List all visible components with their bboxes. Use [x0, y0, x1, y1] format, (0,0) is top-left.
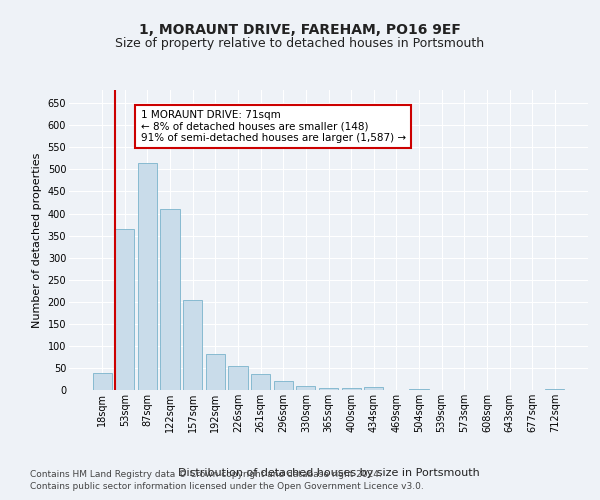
Bar: [160, 209, 180, 390]
Bar: [545, 389, 565, 390]
Bar: [251, 374, 270, 390]
Bar: [92, 373, 112, 390]
Bar: [138, 163, 157, 390]
Bar: [296, 386, 316, 390]
Text: Size of property relative to detached houses in Portsmouth: Size of property relative to detached ho…: [115, 38, 485, 51]
Text: 1 MORAUNT DRIVE: 71sqm
← 8% of detached houses are smaller (148)
91% of semi-det: 1 MORAUNT DRIVE: 71sqm ← 8% of detached …: [140, 110, 406, 143]
Bar: [183, 300, 202, 390]
Bar: [319, 388, 338, 390]
Bar: [341, 388, 361, 390]
Y-axis label: Number of detached properties: Number of detached properties: [32, 152, 42, 328]
Text: Distribution of detached houses by size in Portsmouth: Distribution of detached houses by size …: [178, 468, 479, 477]
Bar: [229, 366, 248, 390]
Text: 1, MORAUNT DRIVE, FAREHAM, PO16 9EF: 1, MORAUNT DRIVE, FAREHAM, PO16 9EF: [139, 22, 461, 36]
Bar: [115, 229, 134, 390]
Bar: [206, 354, 225, 390]
Bar: [409, 388, 428, 390]
Bar: [274, 380, 293, 390]
Text: Contains HM Land Registry data © Crown copyright and database right 2024.
Contai: Contains HM Land Registry data © Crown c…: [30, 470, 424, 491]
Bar: [364, 388, 383, 390]
